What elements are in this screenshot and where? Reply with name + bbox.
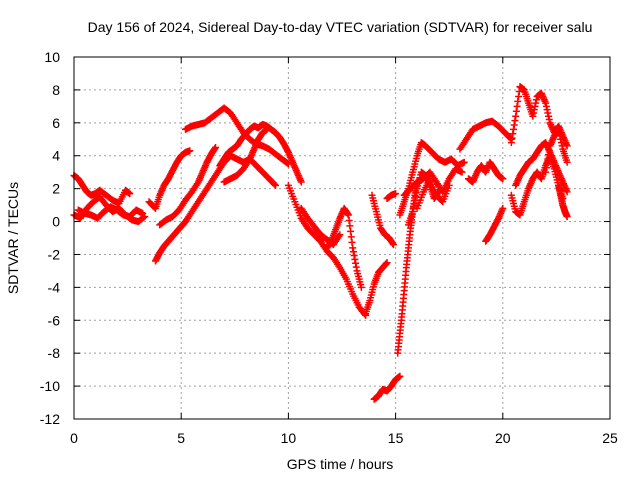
x-axis-label: GPS time / hours [287,456,394,472]
series-track-x [482,204,507,245]
series-track-c [74,203,147,222]
series-track-a [70,171,134,207]
data-point [283,159,291,167]
series-track-ac [555,181,571,221]
y-axis-label: SDTVAR / TECUs [5,182,21,294]
data-point [392,190,400,198]
series-track-n [368,191,397,249]
data-point [434,188,442,196]
data-point [270,180,278,188]
y-tick-label: 0 [52,214,60,230]
y-tick-label: -6 [48,312,61,328]
y-tick-label: 4 [52,148,60,164]
y-tick-label: -8 [48,345,61,361]
data-point [445,181,453,189]
data-point [297,178,305,186]
data-point [389,241,397,249]
data-point [458,168,466,176]
data-point [383,259,391,267]
series-track-d [145,147,194,212]
series-track-p [383,190,400,203]
y-tick-label: -10 [40,378,60,394]
series-track-u [404,168,442,229]
y-tick-label: -2 [48,246,61,262]
data-point [396,372,404,380]
data-point [212,144,220,151]
grid [74,57,610,419]
data-point [263,125,271,133]
axis-ticks: 0 5 10 15 20 25 -12 -10 -8 -6 -4 -2 0 2 4 6 8 10 [40,49,618,446]
series-track-l [323,204,365,291]
chart-title: Day 156 of 2024, Sidereal Day-to-day VTE… [88,19,593,35]
y-tick-label: 10 [44,49,60,65]
x-tick-label: 15 [388,430,404,446]
x-tick-label: 0 [70,430,78,446]
series-track-o [370,372,404,403]
data-point [357,283,365,291]
series-track-i [220,125,271,186]
y-tick-label: 6 [52,115,60,131]
data-point [460,158,468,166]
data-points [70,83,571,403]
data-point [563,158,571,166]
data-point [186,147,194,155]
data-point [563,188,571,196]
series-track-w [464,158,507,186]
data-point [499,175,507,183]
data-point [139,209,147,217]
y-tick-label: 8 [52,82,60,98]
series-track-m [362,259,391,318]
x-tick-label: 20 [495,430,511,446]
x-tick-label: 25 [602,430,618,446]
data-point [336,231,344,239]
data-point [272,181,280,189]
series-track-ab [542,125,571,176]
series-track-h [216,120,305,186]
y-tick-label: -4 [48,279,61,295]
data-point [563,213,571,221]
series-track-f [156,144,220,229]
data-point [499,204,507,212]
y-tick-label: 2 [52,181,60,197]
data-point [126,190,134,198]
x-tick-label: 5 [177,430,185,446]
plot-frame [73,56,611,420]
x-tick-label: 10 [281,430,297,446]
data-point [140,213,148,221]
y-tick-label: -12 [40,411,60,427]
